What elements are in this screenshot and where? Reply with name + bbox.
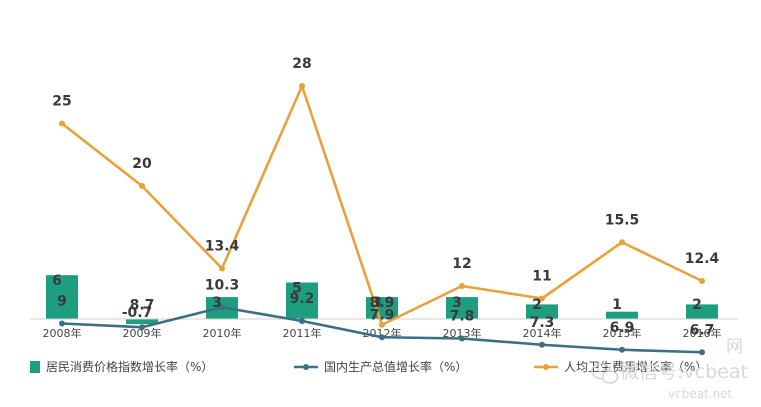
series-point	[59, 120, 65, 127]
bar-value-label: 3	[452, 295, 462, 311]
x-tick-label: 2011年	[283, 326, 322, 340]
x-tick-label: 2010年	[203, 326, 242, 340]
bar-2008年	[46, 275, 78, 319]
line-value-label: 25	[52, 94, 71, 110]
bar-value-label: 2	[692, 297, 702, 313]
line-value-label: 12	[452, 256, 471, 272]
bar-2015年	[606, 311, 638, 319]
series-point	[539, 295, 545, 302]
watermark-url: vcbeat.net	[668, 387, 733, 401]
bar-2009年	[126, 319, 158, 325]
line-value-label: 8.9	[370, 295, 395, 311]
x-tick-label: 2015年	[603, 326, 642, 340]
watermark-partial-text: 网	[726, 337, 743, 357]
x-tick-label: 2009年	[123, 326, 162, 340]
legend: 居民消费价格指数增长率（%） 国内生产总值增长率（%） 人均卫生费用增长率（%）	[30, 359, 707, 374]
series-point	[299, 318, 305, 324]
x-tick-label: 2008年	[43, 326, 82, 340]
bar-value-label: 5	[292, 281, 302, 297]
legend-label: 人均卫生费用增长率（%）	[564, 359, 707, 374]
series-point	[379, 334, 385, 341]
series-point	[459, 335, 465, 342]
line-value-label: 20	[132, 156, 152, 172]
series-point	[379, 321, 385, 328]
line-value-label: 7.3	[530, 315, 555, 331]
x-tick-label: 2014年	[523, 326, 562, 340]
line-value-label: 9.2	[290, 291, 315, 307]
line-value-label: 8.7	[130, 297, 155, 313]
bar-value-label: -0.7	[122, 305, 153, 321]
series-point	[619, 239, 625, 246]
bar-value-label: 6	[52, 273, 62, 289]
bar-series	[46, 275, 718, 325]
watermark: 微信号:vcbeat 网 vcbeat.net	[591, 337, 748, 401]
watermark-text: 微信号:vcbeat	[620, 361, 748, 383]
series-line-2	[61, 84, 703, 327]
series-point	[299, 83, 305, 89]
bar-value-label: 3	[372, 295, 382, 311]
series-point	[699, 349, 705, 356]
legend-marker	[543, 364, 549, 370]
legend-label: 居民消费价格指数增长率（%）	[46, 359, 213, 374]
series-point	[219, 304, 225, 311]
legend-label: 国内生产总值增长率（%）	[324, 359, 467, 374]
line-value-label: 15.5	[605, 212, 640, 228]
series-point	[219, 265, 225, 272]
x-axis-tick-labels: 2008年 2009年 2010年 2011年 2012年 2013年 2014年 2015年…	[43, 326, 722, 340]
line-value-label: 6.7	[690, 322, 715, 338]
line-value-label: 10.3	[205, 277, 240, 293]
line-value-label: 12.4	[685, 251, 720, 267]
line-series	[59, 83, 705, 356]
line-value-label: 9	[57, 294, 67, 310]
series-point	[139, 324, 145, 331]
series-point	[699, 278, 705, 284]
series-point	[139, 183, 145, 189]
line-value-label: 28	[292, 56, 311, 72]
bar-value-label: 1	[612, 297, 622, 313]
x-tick-label: 2016年	[683, 326, 722, 340]
legend-marker	[303, 364, 309, 370]
line-value-label: 6.9	[610, 320, 635, 336]
x-tick-label: 2013年	[443, 326, 482, 340]
line-value-label: 7.9	[370, 307, 395, 323]
line-value-label: 13.4	[205, 239, 240, 255]
series-point	[59, 320, 65, 327]
legend-swatch	[30, 361, 40, 373]
bar-value-label: 2	[532, 297, 542, 313]
series-point	[619, 346, 625, 353]
bar-2011年	[286, 282, 318, 319]
series-point	[459, 283, 465, 289]
bar-2014年	[526, 304, 558, 319]
line-value-label: 7.8	[450, 309, 475, 325]
series-point	[539, 341, 545, 348]
bar-2016年	[686, 304, 718, 319]
bar-value-label: 3	[212, 295, 222, 311]
line-value-label: 11	[532, 269, 551, 285]
bar-2013年	[446, 297, 478, 319]
wechat-logo-icon	[591, 362, 619, 384]
